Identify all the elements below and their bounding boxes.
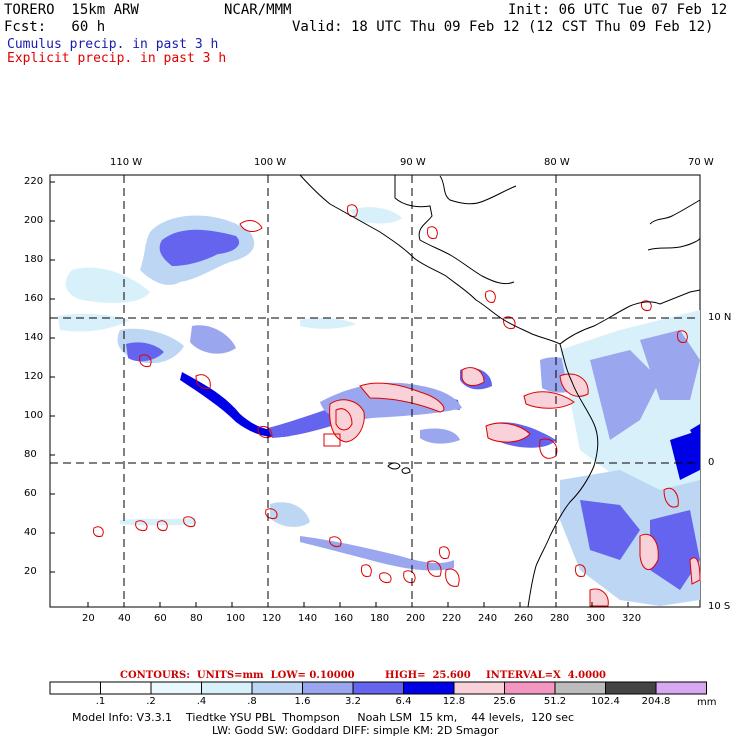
cumulus-precip-layer	[58, 207, 700, 606]
x-tick-label: 120	[262, 613, 282, 624]
graticule	[50, 175, 700, 607]
x-tick-label: 100	[226, 613, 246, 624]
model-physics: LW: Godd SW: Goddard DIFF: simple KM: 2D…	[212, 724, 499, 737]
colorbar-label: 1.6	[294, 696, 311, 707]
y-tick-label: 160	[24, 293, 44, 304]
x-tick-label: 200	[406, 613, 426, 624]
x-tick-label: 160	[334, 613, 354, 624]
cumulus-legend: Cumulus precip. in past 3 h	[7, 37, 219, 52]
x-tick-label: 140	[298, 613, 318, 624]
lat-label-10s: 10 S	[708, 601, 731, 612]
x-tick-label: 260	[514, 613, 534, 624]
colorbar-label: 6.4	[395, 696, 412, 707]
y-tick-label: 140	[24, 332, 44, 343]
colorbar-label: 12.8	[442, 696, 466, 707]
y-tick-label: 100	[24, 410, 44, 421]
y-tick-label: 200	[24, 215, 44, 226]
axis-ticks	[50, 181, 629, 607]
x-tick-label: 60	[154, 613, 167, 624]
valid-time: Valid: 18 UTC Thu 09 Feb 12 (12 CST Thu …	[292, 19, 714, 35]
colorbar-label: .8	[247, 696, 257, 707]
x-tick-label: 240	[478, 613, 498, 624]
colorbar-label: .4	[196, 696, 207, 707]
y-tick-label: 40	[24, 527, 37, 538]
center-label: NCAR/MMM	[224, 2, 292, 18]
x-tick-label: 20	[82, 613, 95, 624]
x-tick-label: 220	[442, 613, 462, 624]
x-tick-label: 320	[622, 613, 642, 624]
x-tick-label: 40	[118, 613, 131, 624]
model-info: Model Info: V3.3.1 Tiedtke YSU PBL Thomp…	[72, 711, 575, 724]
colorbar-label: 51.2	[543, 696, 567, 707]
colorbar-label: 25.6	[493, 696, 516, 707]
lon-label-110w: 110 W	[110, 157, 143, 168]
model-title: TORERO 15km ARW	[4, 2, 139, 18]
lon-label-70w: 70 W	[688, 157, 714, 168]
colorbar-label: 102.4	[591, 696, 620, 707]
colorbar-label: .2	[146, 696, 156, 707]
coastlines	[299, 174, 701, 608]
forecast-hour: Fcst: 60 h	[4, 19, 106, 35]
colorbar-label: 3.2	[345, 696, 361, 707]
explicit-precip-layer	[93, 204, 701, 607]
contour-high: HIGH= 25.600	[385, 670, 471, 681]
init-time: Init: 06 UTC Tue 07 Feb 12	[508, 2, 728, 18]
lon-label-100w: 100 W	[254, 157, 287, 168]
y-tick-label: 180	[24, 254, 44, 265]
lat-label-10n: 10 N	[708, 312, 732, 323]
contour-interval: INTERVAL=X 4.0000	[486, 670, 606, 681]
y-tick-label: 220	[24, 176, 44, 187]
y-tick-label: 120	[24, 371, 44, 382]
colorbar-label: .1	[95, 696, 106, 707]
lon-label-80w: 80 W	[544, 157, 570, 168]
y-tick-label: 20	[24, 566, 37, 577]
lon-label-90w: 90 W	[400, 157, 426, 168]
x-tick-label: 300	[586, 613, 606, 624]
lat-label-0: 0	[708, 457, 715, 468]
y-tick-label: 60	[24, 488, 37, 499]
contour-units: CONTOURS: UNITS=mm LOW= 0.10000	[120, 670, 355, 681]
x-tick-label: 80	[190, 613, 203, 624]
colorbar-unit: mm	[697, 697, 717, 708]
explicit-legend: Explicit precip. in past 3 h	[7, 51, 227, 66]
y-tick-label: 80	[24, 449, 37, 460]
colorbar-label: 204.8	[641, 696, 671, 707]
x-tick-label: 280	[550, 613, 570, 624]
x-tick-label: 180	[370, 613, 390, 624]
